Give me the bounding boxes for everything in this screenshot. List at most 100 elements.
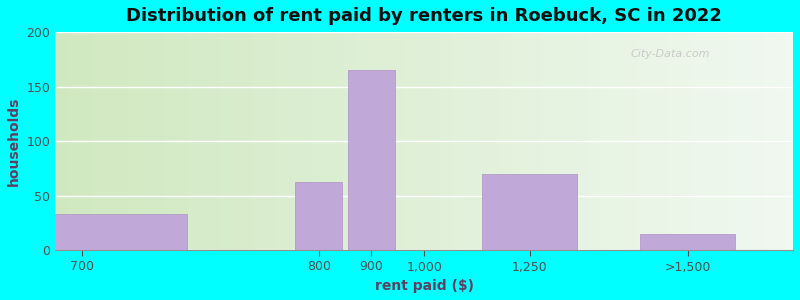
Bar bbox=[454, 32, 461, 250]
Bar bbox=[144, 32, 151, 250]
Bar bbox=[490, 32, 498, 250]
Bar bbox=[107, 32, 114, 250]
Bar bbox=[586, 32, 594, 250]
Bar bbox=[62, 32, 70, 250]
Bar bbox=[564, 32, 572, 250]
Bar bbox=[348, 70, 395, 250]
Bar bbox=[218, 32, 225, 250]
Bar bbox=[254, 32, 262, 250]
Bar bbox=[358, 32, 365, 250]
Bar bbox=[166, 32, 174, 250]
Bar bbox=[483, 32, 490, 250]
Bar bbox=[431, 32, 439, 250]
Bar bbox=[579, 32, 586, 250]
Bar bbox=[705, 32, 712, 250]
Bar bbox=[726, 32, 734, 250]
Bar bbox=[0, 214, 187, 250]
Bar bbox=[638, 32, 646, 250]
Bar bbox=[99, 32, 107, 250]
Bar bbox=[306, 32, 314, 250]
Bar bbox=[506, 32, 513, 250]
Title: Distribution of rent paid by renters in Roebuck, SC in 2022: Distribution of rent paid by renters in … bbox=[126, 7, 722, 25]
Bar bbox=[387, 32, 394, 250]
Bar bbox=[439, 32, 446, 250]
Bar bbox=[174, 32, 181, 250]
Bar bbox=[734, 32, 742, 250]
Bar bbox=[660, 32, 668, 250]
Bar bbox=[602, 32, 609, 250]
Y-axis label: households: households bbox=[7, 96, 21, 186]
Bar bbox=[690, 32, 697, 250]
Bar bbox=[616, 32, 623, 250]
Bar bbox=[129, 32, 136, 250]
Bar bbox=[291, 32, 298, 250]
Bar bbox=[410, 32, 417, 250]
Bar bbox=[594, 32, 602, 250]
Bar bbox=[136, 32, 144, 250]
Bar bbox=[771, 32, 778, 250]
Bar bbox=[542, 32, 550, 250]
Bar bbox=[482, 174, 577, 250]
Bar bbox=[336, 32, 343, 250]
Bar bbox=[365, 32, 373, 250]
Bar bbox=[682, 32, 690, 250]
Bar bbox=[262, 32, 270, 250]
Bar bbox=[298, 32, 306, 250]
Bar bbox=[181, 32, 188, 250]
Bar bbox=[188, 32, 195, 250]
Bar bbox=[668, 32, 675, 250]
Bar bbox=[151, 32, 158, 250]
Bar bbox=[424, 32, 431, 250]
Bar bbox=[380, 32, 387, 250]
Bar bbox=[402, 32, 410, 250]
Bar bbox=[630, 32, 638, 250]
Bar bbox=[756, 32, 763, 250]
Bar bbox=[712, 32, 719, 250]
Bar bbox=[697, 32, 705, 250]
Bar bbox=[513, 32, 520, 250]
Bar bbox=[85, 32, 92, 250]
Bar bbox=[247, 32, 254, 250]
Bar bbox=[675, 32, 682, 250]
Bar bbox=[203, 32, 210, 250]
X-axis label: rent paid ($): rent paid ($) bbox=[374, 279, 474, 293]
Bar bbox=[763, 32, 771, 250]
Bar bbox=[270, 32, 277, 250]
Bar bbox=[314, 32, 321, 250]
Bar bbox=[343, 32, 350, 250]
Bar bbox=[535, 32, 542, 250]
Bar bbox=[461, 32, 469, 250]
Bar bbox=[572, 32, 579, 250]
Bar bbox=[158, 32, 166, 250]
Bar bbox=[653, 32, 660, 250]
Bar bbox=[417, 32, 424, 250]
Bar bbox=[394, 32, 402, 250]
Bar bbox=[78, 32, 85, 250]
Bar bbox=[498, 32, 506, 250]
Bar bbox=[55, 32, 62, 250]
Bar bbox=[527, 32, 535, 250]
Bar bbox=[114, 32, 122, 250]
Bar bbox=[550, 32, 557, 250]
Bar bbox=[520, 32, 527, 250]
Bar bbox=[446, 32, 454, 250]
Bar bbox=[232, 32, 240, 250]
Bar bbox=[476, 32, 483, 250]
Bar bbox=[373, 32, 380, 250]
Bar bbox=[321, 32, 328, 250]
Bar bbox=[92, 32, 99, 250]
Bar bbox=[557, 32, 564, 250]
Bar bbox=[295, 182, 342, 250]
Bar bbox=[328, 32, 336, 250]
Bar bbox=[719, 32, 726, 250]
Bar bbox=[210, 32, 218, 250]
Bar bbox=[350, 32, 358, 250]
Bar bbox=[195, 32, 203, 250]
Bar bbox=[778, 32, 786, 250]
Text: City-Data.com: City-Data.com bbox=[630, 50, 710, 59]
Bar bbox=[469, 32, 476, 250]
Bar bbox=[609, 32, 616, 250]
Bar bbox=[284, 32, 291, 250]
Bar bbox=[122, 32, 129, 250]
Bar bbox=[640, 234, 735, 250]
